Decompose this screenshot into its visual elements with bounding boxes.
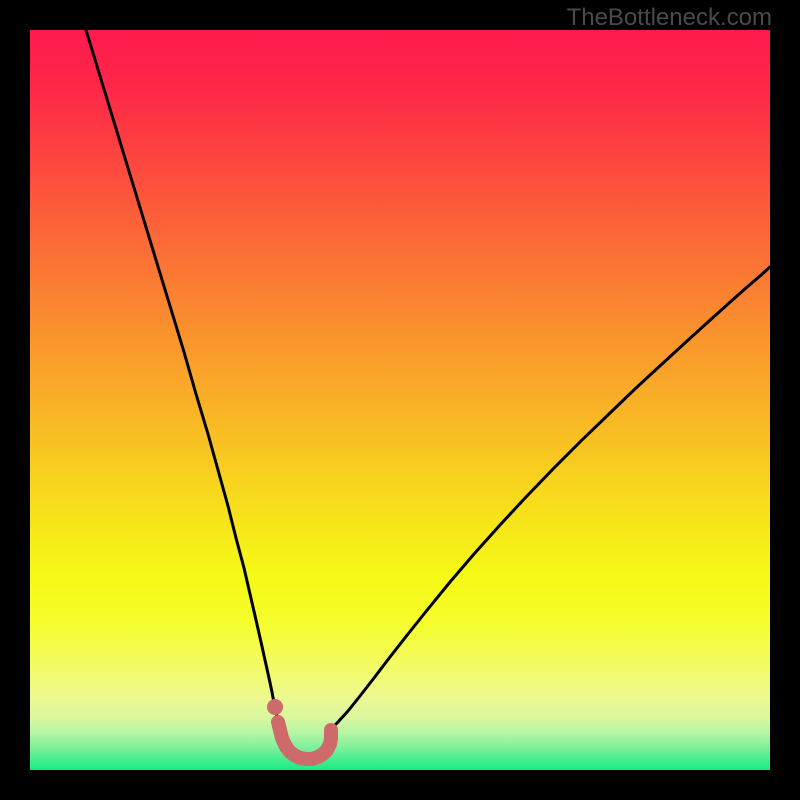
- marker-start-dot: [267, 699, 283, 715]
- chart-root: TheBottleneck.com: [0, 0, 800, 800]
- plot-area: [30, 30, 770, 770]
- watermark-text: TheBottleneck.com: [567, 4, 772, 32]
- plot-svg: [30, 30, 770, 770]
- gradient-background: [30, 30, 770, 770]
